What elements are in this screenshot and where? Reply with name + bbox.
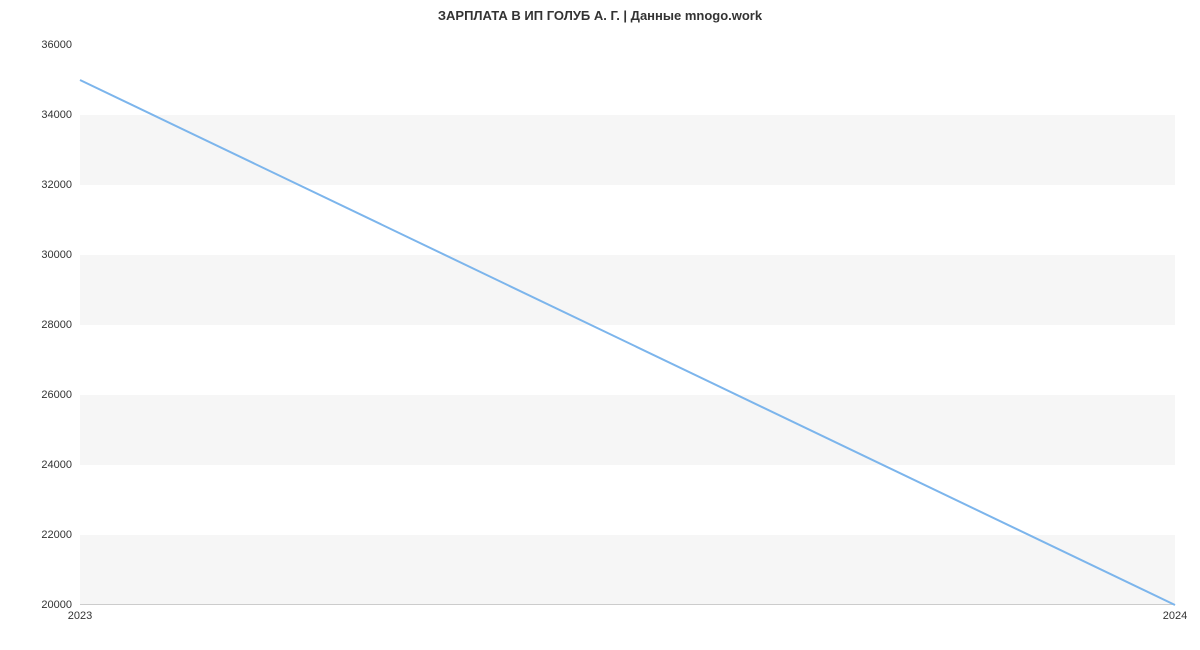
- x-tick-label: 2024: [1163, 610, 1187, 622]
- y-tick-label: 30000: [41, 249, 72, 261]
- x-tick-label: 2023: [68, 610, 92, 622]
- plot-area: 2000022000240002600028000300003200034000…: [80, 45, 1175, 605]
- line-layer: [80, 45, 1175, 605]
- y-tick-label: 26000: [41, 389, 72, 401]
- salary-line-chart: ЗАРПЛАТА В ИП ГОЛУБ А. Г. | Данные mnogo…: [0, 0, 1200, 650]
- y-tick-label: 36000: [41, 39, 72, 51]
- y-tick-label: 24000: [41, 459, 72, 471]
- salary-series-line: [80, 80, 1175, 605]
- y-tick-label: 22000: [41, 529, 72, 541]
- chart-title: ЗАРПЛАТА В ИП ГОЛУБ А. Г. | Данные mnogo…: [0, 8, 1200, 23]
- y-tick-label: 32000: [41, 179, 72, 191]
- y-tick-label: 34000: [41, 109, 72, 121]
- y-tick-label: 28000: [41, 319, 72, 331]
